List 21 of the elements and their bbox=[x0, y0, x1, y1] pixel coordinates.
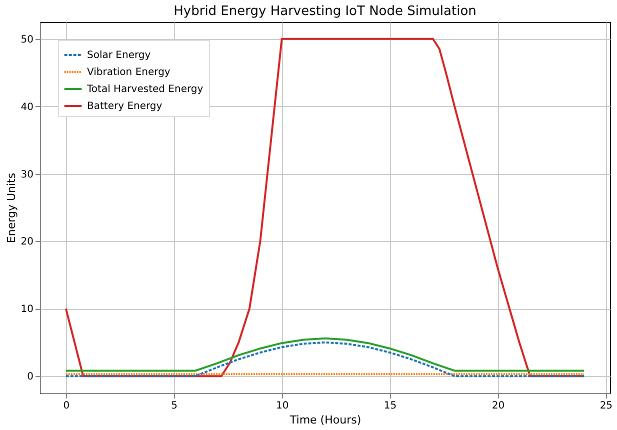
y-tick-label: 30 bbox=[20, 169, 34, 180]
legend-label: Total Harvested Energy bbox=[86, 84, 204, 95]
y-tick-label: 40 bbox=[20, 102, 34, 113]
line-series bbox=[64, 341, 586, 378]
y-tick-label: 20 bbox=[20, 236, 34, 248]
y-axis-title: Energy Units bbox=[4, 172, 18, 244]
x-tick-label: 25 bbox=[600, 400, 613, 412]
x-tick-label: 5 bbox=[171, 400, 178, 412]
legend-label: Vibration Energy bbox=[87, 67, 170, 78]
y-tick-label: 0 bbox=[27, 372, 34, 383]
x-tick-label: 20 bbox=[492, 400, 505, 412]
chart-title: Hybrid Energy Harvesting IoT Node Simulation bbox=[174, 4, 476, 19]
x-tick-label: 10 bbox=[276, 400, 289, 412]
legend-label: Solar Energy bbox=[87, 50, 151, 61]
x-tick-label: 0 bbox=[63, 400, 70, 412]
legend-label: Battery Energy bbox=[87, 101, 162, 112]
x-tick-label: 15 bbox=[384, 400, 397, 412]
y-tick-label: 10 bbox=[20, 304, 34, 316]
line-series bbox=[64, 337, 586, 372]
x-axis-title: Time (Hours) bbox=[288, 414, 362, 426]
y-tick-label: 50 bbox=[20, 34, 34, 46]
